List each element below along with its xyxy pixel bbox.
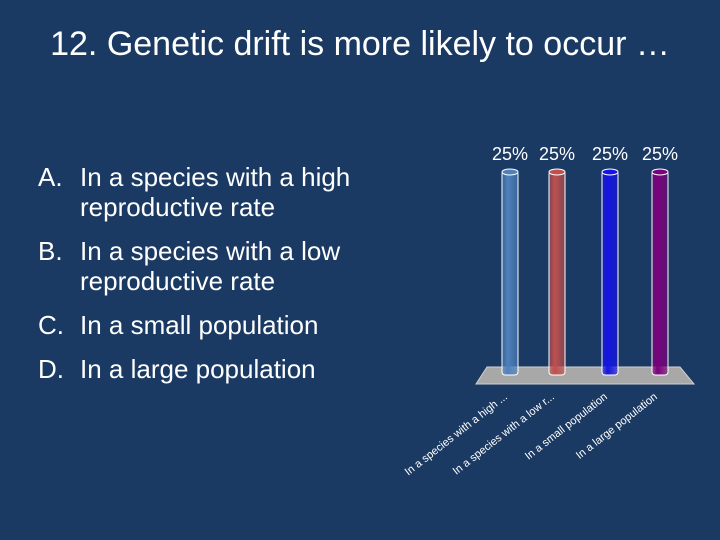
- bar-cap: [501, 168, 519, 176]
- option-text: In a species with a low reproductive rat…: [80, 236, 341, 296]
- option-letter: D.: [38, 354, 64, 384]
- bar-value-label: 25%: [492, 144, 528, 164]
- option-text: In a species with a high reproductive ra…: [80, 162, 351, 222]
- bar: [548, 170, 566, 376]
- bar: [651, 170, 669, 376]
- bar: [501, 170, 519, 376]
- bar-value-label: 25%: [539, 144, 575, 164]
- option-letter: B.: [38, 236, 63, 266]
- option-text: In a small population: [80, 310, 319, 340]
- bar-value-label: 25%: [592, 144, 628, 164]
- option-d: D. In a large population: [38, 354, 438, 384]
- bar-cap: [601, 168, 619, 176]
- bar-cap: [651, 168, 669, 176]
- option-b: B. In a species with a low reproductive …: [38, 236, 438, 296]
- bar-value-label: 25%: [642, 144, 678, 164]
- category-label: In a large population: [574, 391, 660, 462]
- bar-cap: [548, 168, 566, 176]
- bar: [601, 170, 619, 376]
- option-letter: C.: [38, 310, 64, 340]
- option-letter: A.: [38, 162, 63, 192]
- option-a: A. In a species with a high reproductive…: [38, 162, 438, 222]
- slide-title: 12. Genetic drift is more likely to occu…: [50, 25, 670, 63]
- option-text: In a large population: [80, 354, 316, 384]
- option-c: C. In a small population: [38, 310, 438, 340]
- answer-options: A. In a species with a high reproductive…: [38, 162, 438, 398]
